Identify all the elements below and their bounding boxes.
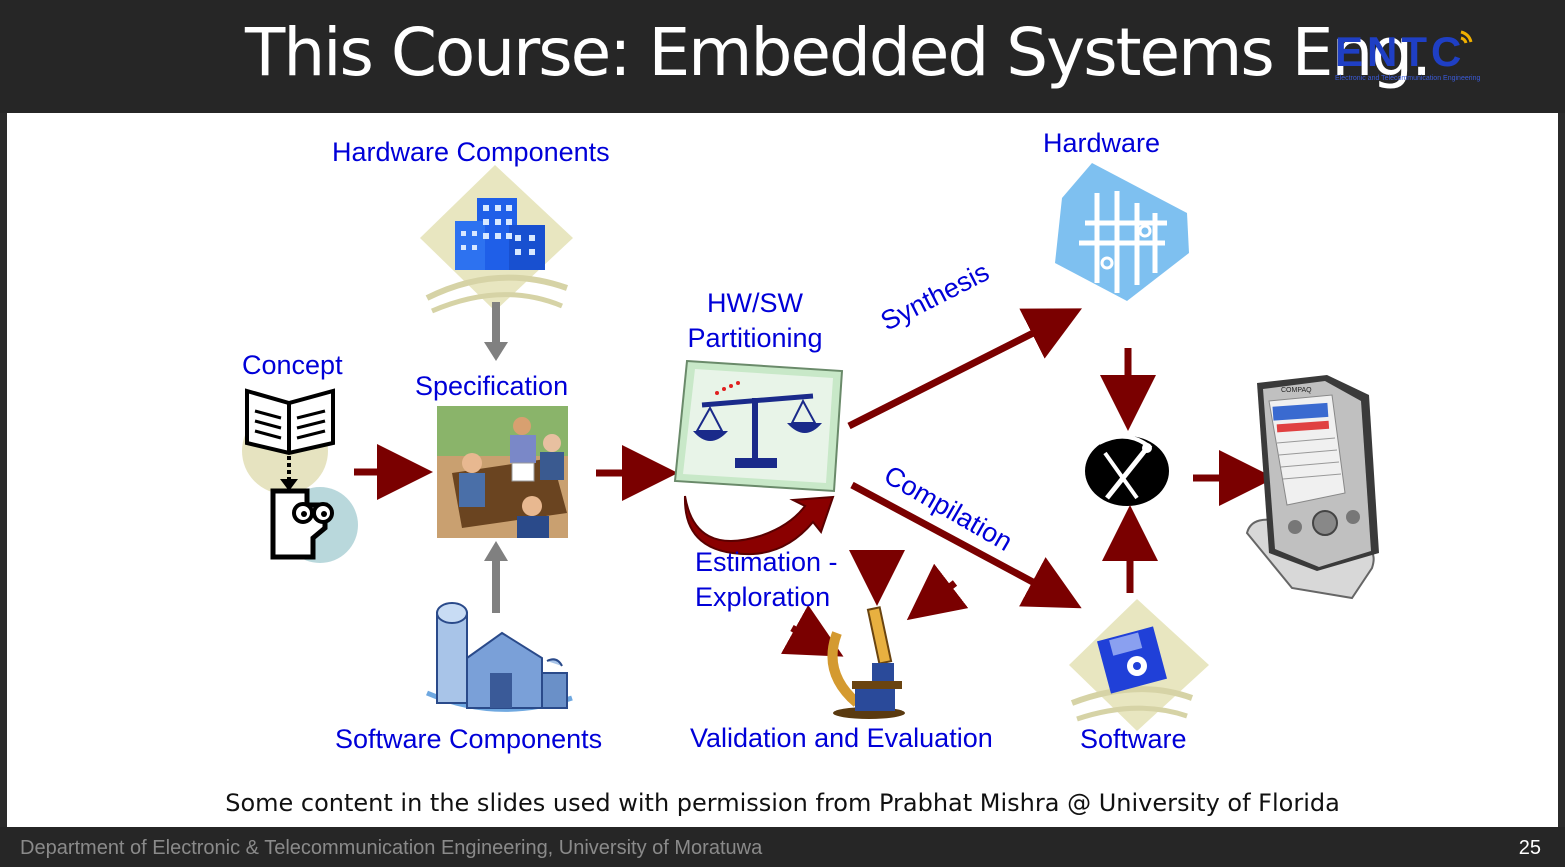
circuit-chip-icon [1055, 163, 1189, 301]
arrow-compilation [850, 481, 1082, 609]
slide-title: This Course: Embedded Systems Eng. [245, 14, 1432, 91]
building-icon [420, 165, 573, 314]
logo-text: ENTC [1335, 28, 1465, 75]
label-hwsw-line2: Partitioning [687, 323, 823, 353]
slide-header: This Course: Embedded Systems Eng. ENTC … [0, 0, 1565, 113]
arrow-hw-to-spec [484, 302, 508, 361]
meeting-icon [437, 406, 568, 538]
svg-text:COMPAQ: COMPAQ [1281, 387, 1312, 394]
footer-department: Department of Electronic & Telecommunica… [20, 837, 763, 859]
concept-dotted-arrow [280, 456, 298, 491]
arrow-sw-to-spec [484, 541, 508, 613]
scales-icon [673, 359, 844, 493]
arrow-estimation-to-validation [780, 604, 844, 657]
label-software: Software [1080, 724, 1187, 754]
label-hardware-components: Hardware Components [332, 137, 610, 167]
curved-arrow-icon [683, 495, 835, 556]
label-concept: Concept [242, 350, 343, 380]
label-specification: Specification [415, 371, 569, 401]
slide-content: COMPAQ Hardware Components Concept Speci… [7, 113, 1558, 827]
slide-footer: Department of Electronic & Telecommunica… [0, 827, 1565, 867]
pda-device-icon: COMPAQ [1245, 375, 1379, 600]
label-hwsw-partitioning: HW/SW Partitioning [677, 286, 833, 356]
label-estimation-line1: Estimation - [695, 547, 838, 577]
arrow-compilation-to-validation [906, 563, 969, 621]
entc-logo: ENTC Electronic and Telecommunication En… [1335, 28, 1481, 82]
book-icon [242, 388, 335, 494]
label-hwsw-line1: HW/SW [707, 288, 803, 318]
label-validation-evaluation: Validation and Evaluation [690, 723, 993, 753]
microscope-icon [827, 606, 905, 719]
barn-silo-icon [426, 602, 573, 712]
diagram-canvas: COMPAQ [242, 163, 1379, 731]
credit-note: Some content in the slides used with per… [225, 789, 1340, 817]
tools-icon [1085, 434, 1169, 506]
label-estimation-line2: Exploration [695, 582, 831, 612]
label-estimation-exploration: Estimation - Exploration [695, 545, 838, 615]
page-number: 25 [1518, 837, 1541, 859]
label-hardware: Hardware [1043, 128, 1161, 158]
logo-subtext: Electronic and Telecommunication Enginee… [1335, 75, 1481, 82]
arrow-synthesis [847, 308, 1082, 430]
label-software-components: Software Components [335, 724, 603, 754]
thinking-face-icon [270, 487, 358, 563]
floppy-disk-icon [1069, 599, 1209, 731]
